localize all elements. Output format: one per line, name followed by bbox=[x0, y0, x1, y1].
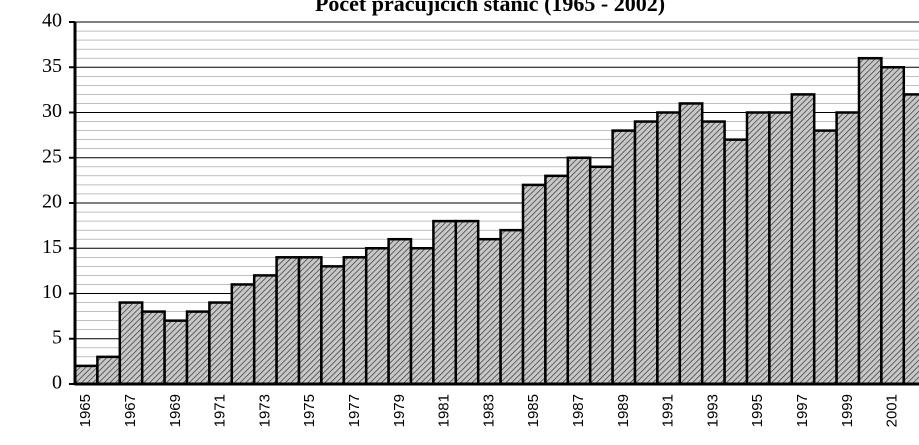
y-tick-label: 15 bbox=[42, 236, 62, 258]
y-tick-label: 0 bbox=[52, 372, 62, 394]
bar bbox=[611, 129, 637, 386]
y-tick-label: 40 bbox=[42, 10, 62, 32]
x-tick-label: 1979 bbox=[391, 394, 408, 427]
bar bbox=[96, 355, 122, 386]
x-tick-label: 1991 bbox=[660, 394, 677, 427]
x-tick-label: 2001 bbox=[884, 394, 901, 427]
bar bbox=[723, 138, 749, 386]
x-tick-label: 1995 bbox=[749, 394, 766, 427]
bar bbox=[342, 256, 368, 386]
y-tick-label: 10 bbox=[42, 281, 62, 303]
bar bbox=[387, 237, 413, 386]
y-tick-label: 25 bbox=[42, 145, 62, 167]
bar bbox=[566, 156, 592, 386]
bar bbox=[163, 319, 189, 386]
x-tick-label: 1997 bbox=[794, 394, 811, 427]
bar bbox=[208, 301, 234, 386]
bar bbox=[364, 247, 390, 386]
bar bbox=[633, 120, 659, 386]
bar bbox=[544, 174, 570, 386]
x-tick-label: 1965 bbox=[77, 394, 94, 427]
x-tick-label: 1973 bbox=[256, 394, 273, 427]
bar bbox=[409, 247, 435, 386]
y-tick-label: 30 bbox=[42, 100, 62, 122]
bar bbox=[73, 364, 99, 386]
bar bbox=[118, 301, 144, 386]
bar bbox=[476, 237, 502, 386]
bar bbox=[297, 256, 323, 386]
bar bbox=[902, 93, 919, 386]
x-tick-label: 1987 bbox=[570, 394, 587, 427]
x-tick-label: 1993 bbox=[704, 394, 721, 427]
bar bbox=[812, 129, 838, 386]
bar bbox=[790, 93, 816, 386]
bar bbox=[521, 183, 547, 386]
x-tick-label: 1981 bbox=[436, 394, 453, 427]
bar bbox=[275, 256, 301, 386]
x-tick-label: 1969 bbox=[167, 394, 184, 427]
x-tick-label: 1977 bbox=[346, 394, 363, 427]
y-tick-label: 20 bbox=[42, 191, 62, 213]
bar bbox=[320, 265, 346, 386]
x-tick-label: 1971 bbox=[212, 394, 229, 427]
bar bbox=[185, 310, 211, 386]
bar bbox=[140, 310, 166, 386]
bar bbox=[835, 111, 861, 386]
bar bbox=[454, 219, 480, 386]
chart-title: Počet pracujících stanic (1965 - 2002) bbox=[315, 0, 665, 16]
bar bbox=[588, 165, 614, 386]
bar bbox=[656, 111, 682, 386]
x-tick-label: 1999 bbox=[839, 394, 856, 427]
x-tick-label: 1967 bbox=[122, 394, 139, 427]
y-tick-label: 35 bbox=[42, 55, 62, 77]
bar bbox=[857, 56, 883, 386]
bar bbox=[678, 102, 704, 386]
bar bbox=[880, 66, 906, 386]
x-tick-label: 1985 bbox=[525, 394, 542, 427]
y-tick-label: 5 bbox=[52, 326, 62, 348]
x-tick-label: 1975 bbox=[301, 394, 318, 427]
bar bbox=[700, 120, 726, 386]
bar bbox=[745, 111, 771, 386]
bar bbox=[432, 219, 458, 386]
x-tick-label: 1983 bbox=[480, 394, 497, 427]
bar bbox=[252, 274, 278, 386]
x-tick-label: 1989 bbox=[615, 394, 632, 427]
bar bbox=[230, 283, 256, 386]
bar bbox=[499, 228, 525, 386]
bar bbox=[768, 111, 794, 386]
